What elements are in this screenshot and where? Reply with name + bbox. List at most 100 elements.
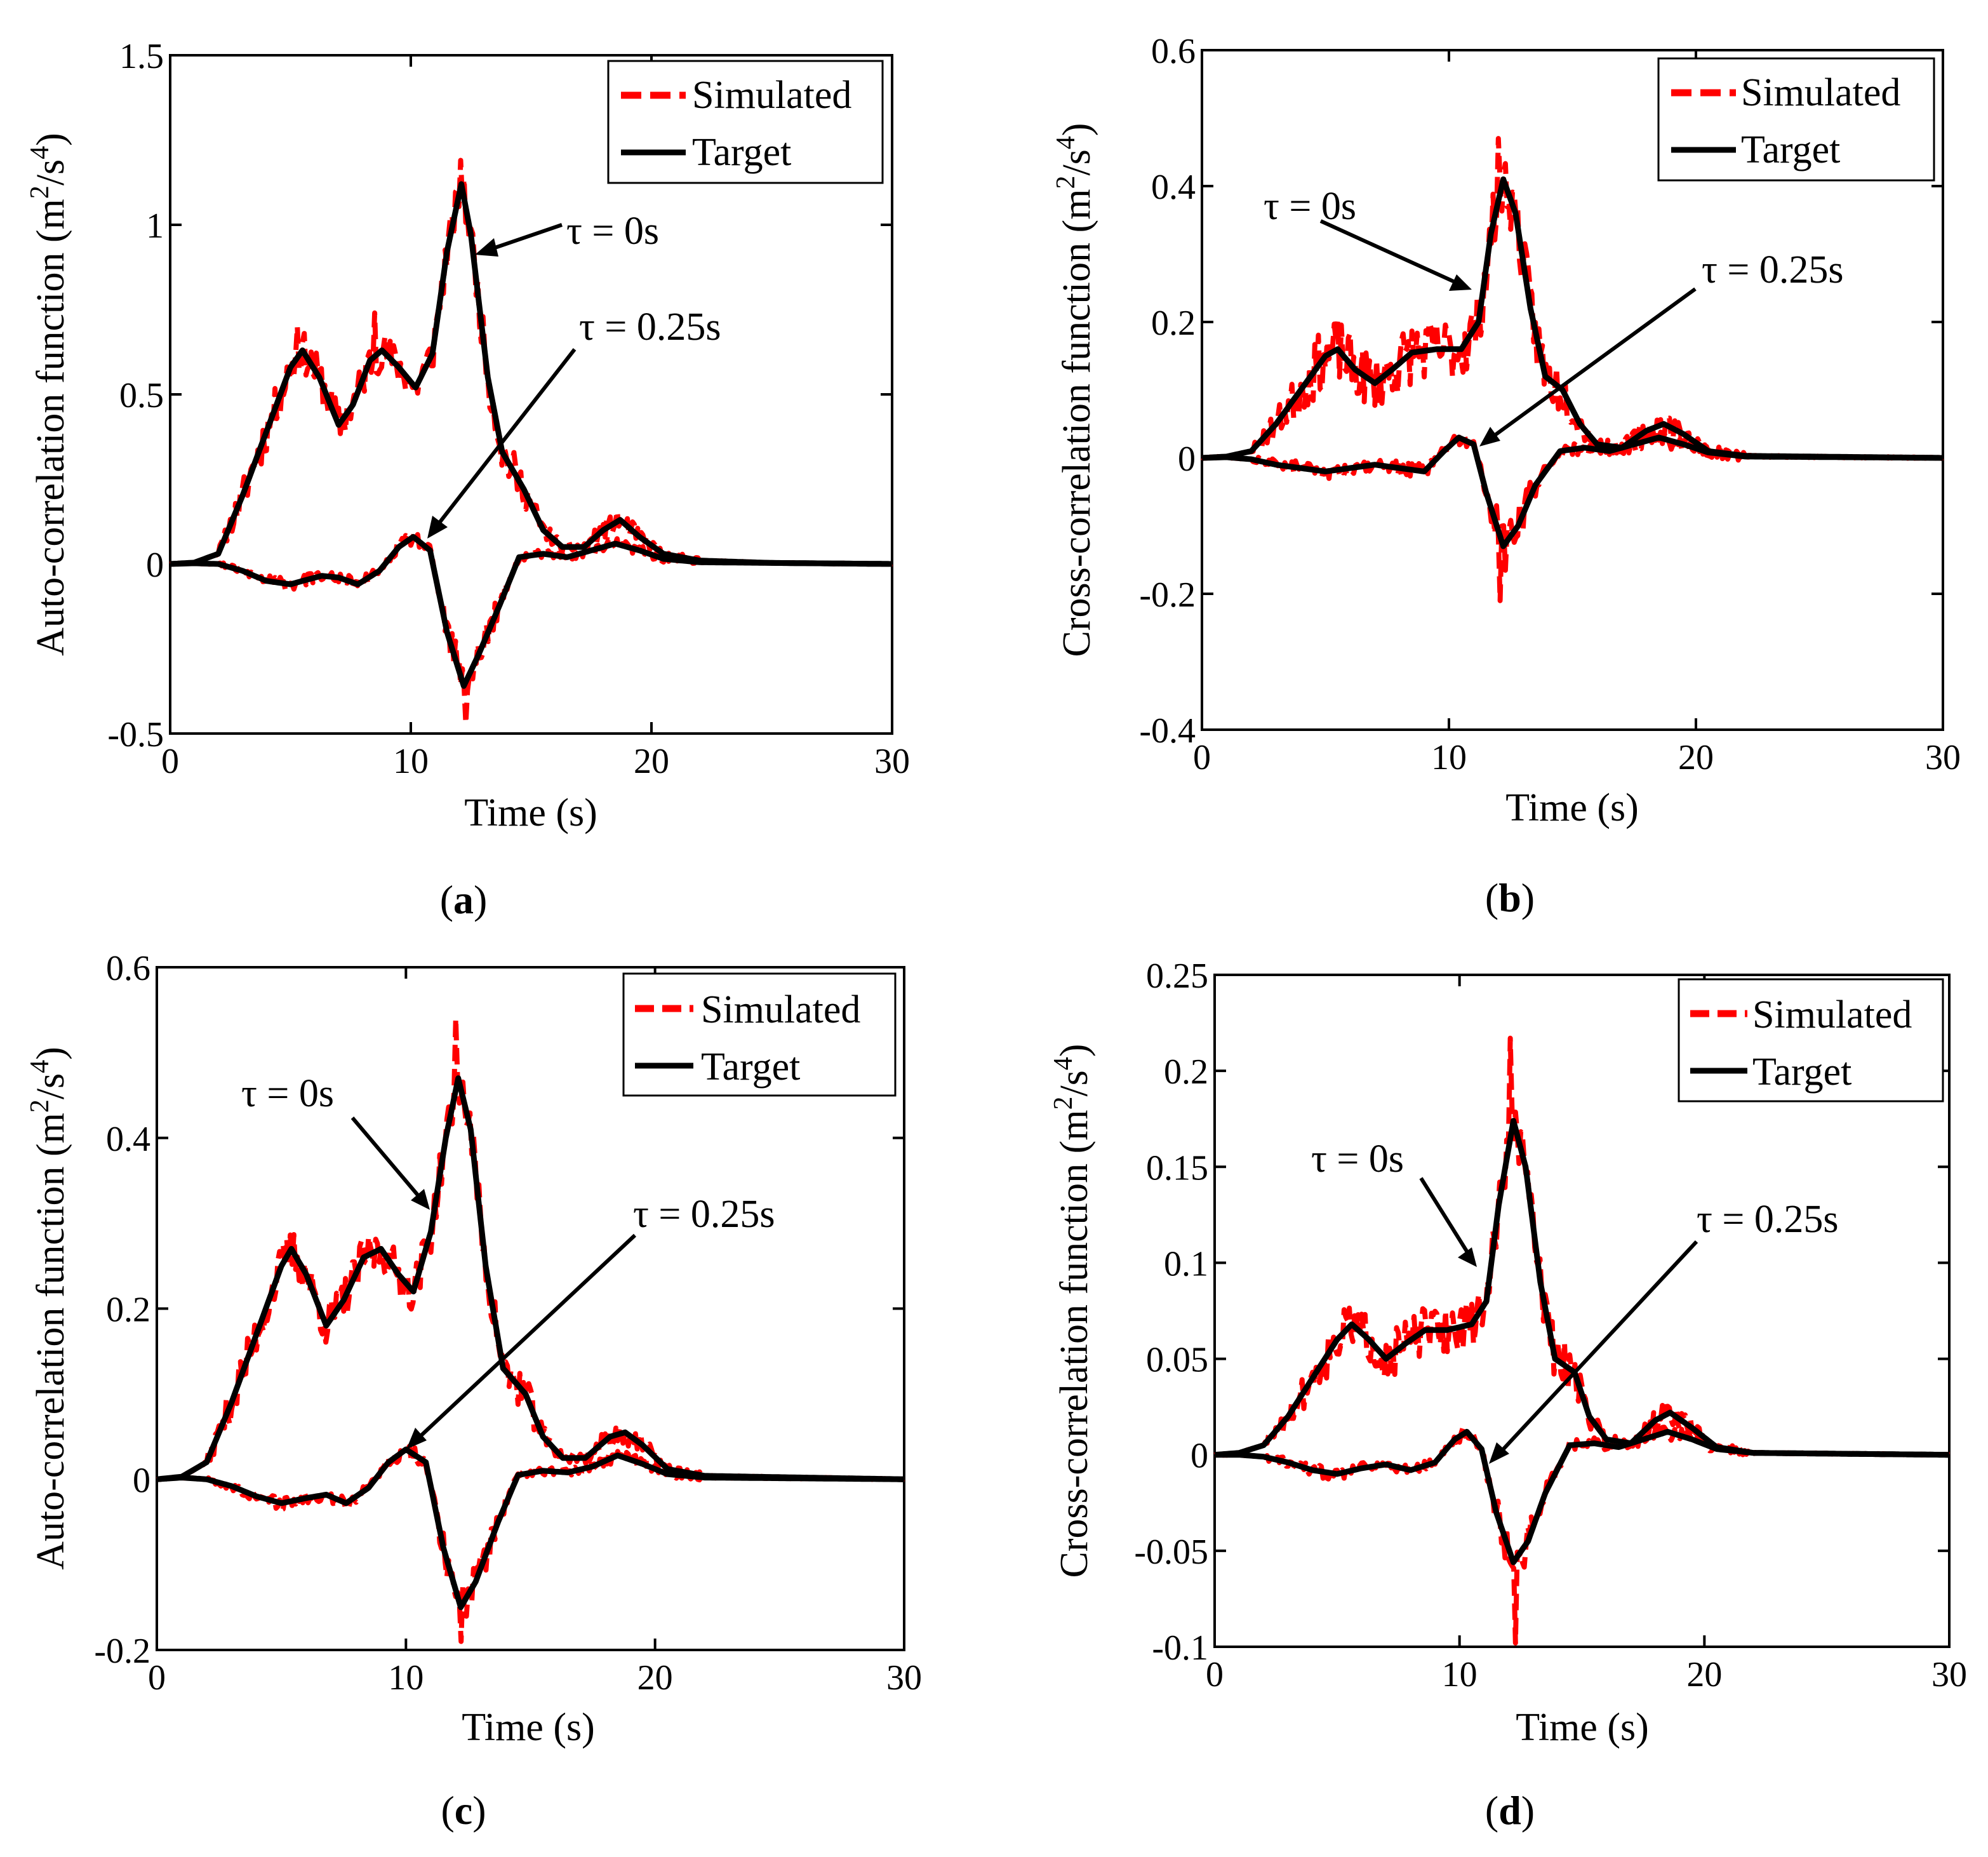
series (169, 158, 893, 726)
y-tick-label: -0.2 (94, 1632, 150, 1671)
y-axis-label-post: ) (1053, 1044, 1096, 1057)
annotation-tau-0: τ = 0s (1311, 1137, 1404, 1181)
y-axis-label-mid: /s (1053, 1070, 1096, 1096)
legend-label-simulated: Simulated (1741, 71, 1900, 114)
y-tick-label: 0.2 (106, 1291, 150, 1330)
panel-caption: (a) (440, 877, 488, 922)
annotations: τ = 0s τ = 0.25s (241, 1072, 775, 1449)
ticks: 0 10 20 30 -0.4 -0.2 0 0.2 0.4 0.6 (1139, 32, 1961, 777)
annotation-arrow (433, 348, 577, 530)
y-axis-label-sup: 4 (25, 146, 55, 159)
axes-box (1201, 49, 1944, 731)
panel-caption-letter: d (1498, 1788, 1521, 1833)
x-tick-label: 0 (1206, 1655, 1224, 1694)
y-axis-label-mid: /s (29, 1073, 72, 1099)
annotation-arrowhead (411, 1189, 430, 1210)
y-tick-label: -0.5 (107, 715, 164, 754)
legend-label-target: Target (701, 1045, 800, 1089)
annotation-arrowhead (427, 516, 448, 539)
annotation-tau-025: τ = 0.25s (1702, 248, 1844, 292)
legend: Simulated Target (622, 972, 897, 1097)
y-tick-label: 1.5 (119, 37, 164, 76)
ticks: 0 10 20 30-0.500.511.5 (107, 37, 910, 781)
x-tick-label: 30 (1925, 738, 1961, 777)
annotation-tau-025: τ = 0.25s (1697, 1198, 1839, 1241)
legend-label-simulated: Simulated (692, 74, 851, 117)
legend-box (607, 60, 884, 184)
y-axis-label-mid: /s (29, 159, 72, 185)
axes-box (1213, 974, 1951, 1648)
series-target-0 (156, 1075, 905, 1482)
y-tick-label: 0.4 (106, 1120, 150, 1159)
y-axis-label: Auto-correlation function (m2/s4) (25, 1047, 72, 1570)
x-tick-label: 20 (634, 742, 669, 781)
annotation-arrowhead (1458, 1247, 1477, 1267)
ticks: 0 10 20 30 -0.1 -0.05 0 0.05 0.1 0.15 0.2 0.25 (1134, 956, 1967, 1694)
y-axis-label-sup: 2 (1051, 176, 1081, 189)
series-target-1 (170, 533, 893, 689)
x-tick-label: 20 (637, 1658, 673, 1698)
y-axis-label-post: ) (29, 133, 72, 146)
y-axis-label: Auto-correlation function (m2/s4) (25, 133, 72, 656)
annotation-arrowhead (406, 1428, 427, 1449)
annotation-arrow (1497, 1240, 1698, 1456)
y-axis-label-post: ) (1055, 123, 1098, 137)
y-tick-label: -0.1 (1152, 1628, 1208, 1668)
x-tick-label: 10 (393, 742, 429, 781)
legend-label-simulated: Simulated (1752, 993, 1912, 1036)
y-tick-label: 0.1 (1164, 1244, 1208, 1284)
x-axis-label: Time (s) (1505, 786, 1639, 829)
panel-b: 0 10 20 30 -0.4 -0.2 0 0.2 0.4 0.6 Time (s) Cross… (1051, 32, 1961, 920)
annotation-arrow (485, 223, 563, 253)
series (1213, 1035, 1951, 1646)
y-tick-label: 0 (1178, 439, 1196, 479)
y-axis-label: Cross-correlation function (m2/s4) (1051, 123, 1098, 657)
y-axis-label-sup: 2 (25, 1099, 55, 1113)
y-tick-label: 0.5 (119, 376, 164, 415)
y-tick-label: 0.2 (1151, 304, 1196, 343)
x-axis-label: Time (s) (1516, 1706, 1649, 1749)
y-axis-label-pre: Auto-correlation function (m (29, 199, 72, 656)
annotation-arrowhead (475, 238, 498, 257)
legend-box (1678, 978, 1944, 1103)
y-tick-label: 0.4 (1151, 168, 1196, 207)
y-tick-label: -0.05 (1134, 1532, 1208, 1572)
panel-caption: (c) (441, 1788, 486, 1833)
panel-d: 0 10 20 30 -0.1 -0.05 0 0.05 0.1 0.15 0.2 0.25 Time… (1049, 956, 1967, 1833)
y-tick-label: -0.4 (1139, 711, 1196, 751)
x-tick-label: 10 (1431, 738, 1467, 777)
y-axis-label-pre: Auto-correlation function (m (29, 1113, 72, 1570)
annotation-arrow (350, 1116, 424, 1202)
legend: Simulated Target (1678, 978, 1944, 1103)
panel-caption-letter: b (1498, 875, 1521, 920)
x-tick-label: 0 (148, 1658, 166, 1698)
legend-box (622, 972, 897, 1097)
x-tick-label: 30 (886, 1658, 922, 1698)
y-tick-label: 0.6 (1151, 32, 1196, 71)
annotation-arrow (414, 1233, 637, 1442)
series-simulated-1 (1213, 1425, 1951, 1646)
series (1201, 136, 1944, 603)
legend-label-target: Target (1741, 128, 1840, 171)
y-tick-label: 0.15 (1146, 1148, 1208, 1188)
annotation-tau-0: τ = 0s (566, 210, 659, 253)
annotation-tau-0: τ = 0s (241, 1072, 334, 1115)
y-axis-label-post: ) (29, 1047, 72, 1060)
x-tick-label: 0 (161, 742, 179, 781)
panel-caption-letter: a (453, 877, 474, 922)
x-axis-label: Time (s) (462, 1706, 595, 1749)
annotation-arrowhead (1479, 427, 1500, 446)
y-axis-label-sup: 2 (1049, 1097, 1078, 1110)
x-tick-label: 20 (1686, 1655, 1722, 1694)
y-axis-label-sup: 4 (25, 1060, 55, 1073)
legend-label-simulated: Simulated (701, 988, 860, 1031)
panel-c: 0 10 20 30-0.200.20.40.6 Time (s) Auto-corr… (25, 949, 922, 1833)
y-tick-label: 0.05 (1146, 1341, 1208, 1380)
panel-a: 0 10 20 30-0.500.511.5 Time (s) Auto-correl… (25, 37, 910, 922)
y-tick-label: 1 (146, 206, 164, 246)
legend: Simulated Target (1657, 57, 1935, 182)
series-target-0 (170, 181, 893, 567)
x-tick-label: 10 (1442, 1655, 1478, 1694)
series (156, 1016, 905, 1644)
